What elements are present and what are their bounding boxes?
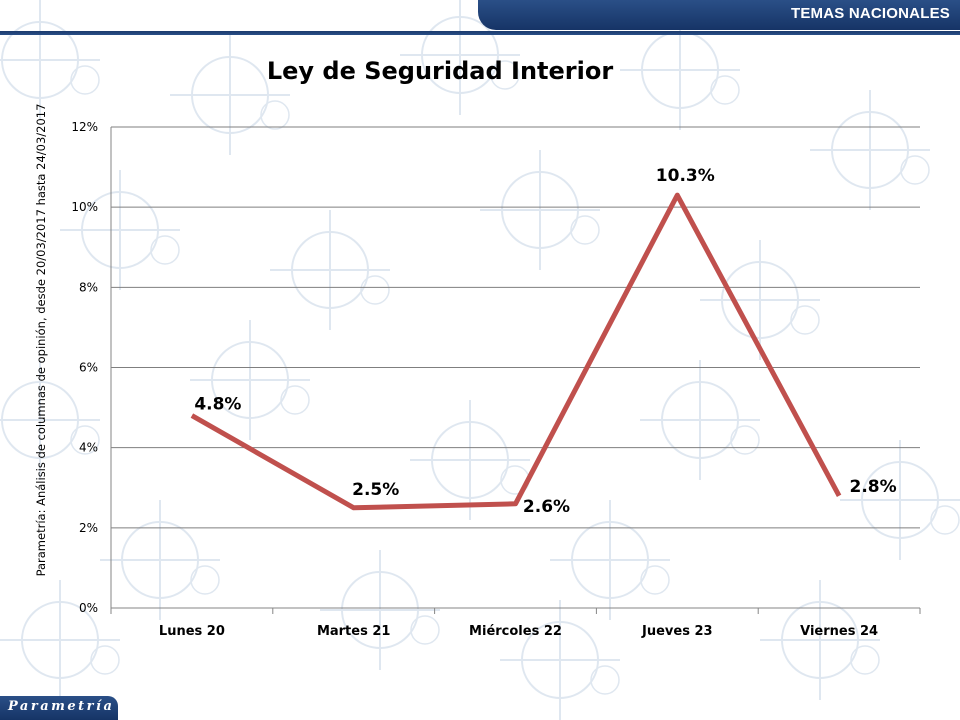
data-label: 4.8% (194, 395, 241, 415)
chart-title: Ley de Seguridad Interior (266, 57, 614, 85)
watermark-mark (320, 550, 440, 670)
header-tab: TEMAS NACIONALES (478, 0, 960, 30)
x-tick-label: Lunes 20 (159, 624, 225, 639)
parametria-logo: Parametría (8, 699, 115, 714)
y-tick-label: 10% (71, 200, 98, 214)
y-tick-label: 4% (79, 441, 98, 455)
watermark-mark (760, 580, 880, 700)
y-tick-label: 12% (71, 120, 98, 134)
watermark-mark (480, 150, 600, 270)
watermark-mark (640, 360, 760, 480)
y-tick-label: 8% (79, 280, 98, 294)
data-label: 10.3% (656, 166, 715, 186)
section-label: TEMAS NACIONALES (790, 5, 950, 22)
data-label: 2.5% (352, 480, 399, 500)
watermark-mark (700, 240, 820, 360)
header-rule (0, 31, 960, 35)
x-tick-label: Martes 21 (317, 624, 391, 639)
series-line (190, 192, 842, 511)
x-tick-label: Jueves 23 (641, 624, 713, 639)
watermark-mark (500, 600, 620, 720)
y-tick-label: 0% (79, 601, 98, 615)
y-tick-label: 2% (79, 521, 98, 535)
watermark-mark (400, 0, 520, 115)
y-tick-label: 6% (79, 361, 98, 375)
x-tick-label: Viernes 24 (800, 624, 878, 639)
watermark-mark (170, 35, 290, 155)
watermark-mark (410, 400, 530, 520)
watermark-mark (0, 360, 100, 480)
watermark-mark (270, 210, 390, 330)
watermark-mark (550, 500, 670, 620)
data-label: 2.6% (523, 497, 570, 517)
watermark-mark (0, 0, 100, 120)
watermark-mark (100, 500, 220, 620)
watermark-mark (810, 90, 930, 210)
watermark-mark (0, 580, 120, 700)
watermark-mark (60, 170, 180, 290)
footer-tab: Parametría (0, 696, 118, 720)
data-label: 2.8% (850, 477, 897, 497)
x-tick-label: Miércoles 22 (469, 624, 562, 639)
watermark-mark (190, 320, 310, 440)
watermark-mark (840, 440, 960, 560)
